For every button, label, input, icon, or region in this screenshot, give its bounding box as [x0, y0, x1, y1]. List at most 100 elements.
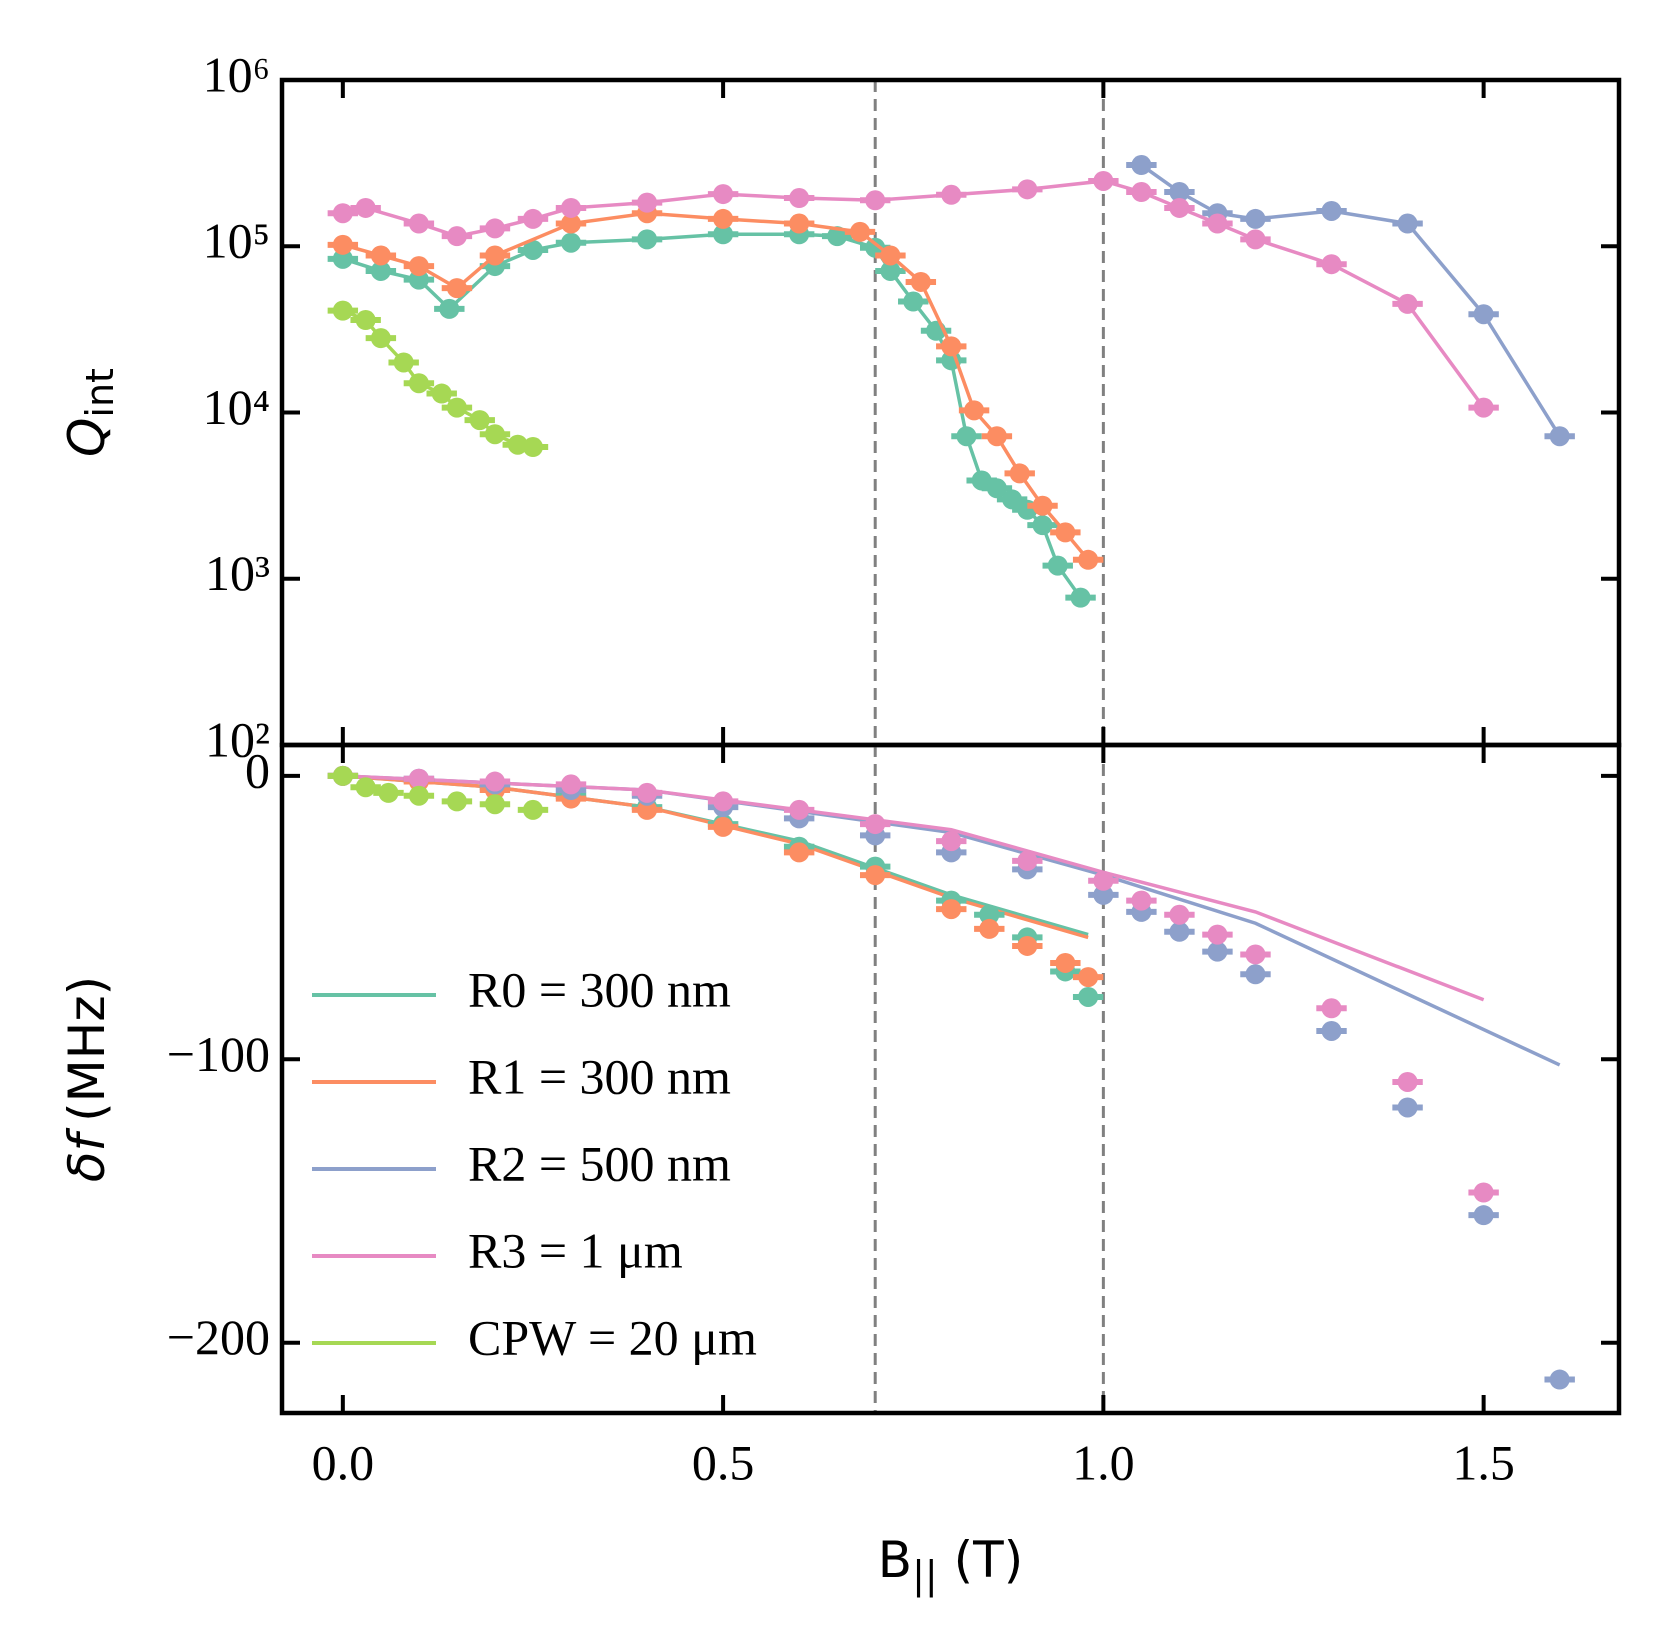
data-point — [964, 400, 985, 421]
data-point — [332, 234, 353, 255]
data-point — [637, 782, 658, 803]
data-point — [941, 336, 962, 357]
series-line — [342, 309, 534, 449]
data-point — [431, 383, 452, 404]
data-point — [979, 904, 1000, 925]
data-point — [393, 352, 414, 373]
data-point — [713, 224, 734, 245]
data-point — [1321, 200, 1342, 221]
data-point — [789, 842, 810, 863]
data-point — [332, 765, 353, 786]
data-point — [560, 232, 581, 253]
data-point — [880, 245, 901, 266]
data-point — [355, 197, 376, 218]
data-point — [1321, 254, 1342, 275]
data-point — [560, 197, 581, 218]
data-point — [1397, 213, 1418, 234]
data-point — [1009, 463, 1030, 484]
data-point — [941, 899, 962, 920]
data-point — [522, 208, 543, 229]
data-point — [1245, 944, 1266, 965]
x-tick-label: 0.5 — [692, 1434, 755, 1490]
x-tick-label: 1.5 — [1452, 1434, 1515, 1490]
data-point — [1131, 181, 1152, 202]
data-point — [446, 791, 467, 812]
data-point — [1473, 397, 1494, 418]
data-point — [865, 865, 886, 886]
data-point — [865, 814, 886, 835]
y-tick-label: 10⁶ — [203, 46, 270, 102]
y-tick-label: 0 — [245, 742, 270, 798]
data-point — [1017, 935, 1038, 956]
y-axis-label: Qint — [58, 368, 122, 457]
data-point — [789, 188, 810, 209]
axes-frame — [279, 742, 1622, 1416]
y-label-symbol: δf — [58, 1128, 116, 1183]
fit-line — [342, 774, 1561, 1067]
data-point — [1169, 181, 1190, 202]
data-point — [1397, 293, 1418, 314]
data-point — [1032, 495, 1053, 516]
legend-label: R0 = 300 nm — [468, 961, 731, 1017]
data-point — [408, 213, 429, 234]
data-point — [637, 192, 658, 213]
data-point — [370, 245, 391, 266]
data-point — [1207, 924, 1228, 945]
data-point — [446, 226, 467, 247]
x-axis-label: B|| (T) — [878, 1531, 1023, 1598]
data-point — [880, 260, 901, 281]
data-point — [1055, 952, 1076, 973]
data-point — [941, 831, 962, 852]
series-line — [1140, 163, 1562, 438]
data-point — [1245, 964, 1266, 985]
data-point — [713, 816, 734, 837]
data-point — [1473, 1182, 1494, 1203]
legend-label: R3 = 1 μm — [468, 1222, 683, 1278]
y-label-symbol: Q — [58, 418, 116, 457]
data-point — [1245, 229, 1266, 250]
data-point — [903, 291, 924, 312]
y-label-subscript: int — [78, 368, 122, 418]
data-point — [370, 328, 391, 349]
data-point — [849, 221, 870, 242]
data-point — [1207, 941, 1228, 962]
data-point — [789, 213, 810, 234]
data-point — [1207, 213, 1228, 234]
data-point — [355, 310, 376, 331]
data-point — [1473, 304, 1494, 325]
data-point — [1169, 197, 1190, 218]
data-point — [1017, 850, 1038, 871]
data-point — [1473, 1205, 1494, 1226]
x-label-subscript: || — [912, 1553, 938, 1598]
data-point — [332, 203, 353, 224]
data-point — [979, 918, 1000, 939]
legend-label: CPW = 20 μm — [468, 1309, 757, 1365]
data-point — [522, 799, 543, 820]
x-label-symbol: B — [878, 1531, 912, 1589]
x-label-unit: (T) — [954, 1531, 1024, 1589]
x-tick-label: 1.0 — [1072, 1434, 1135, 1490]
data-point — [408, 768, 429, 789]
data-point — [986, 478, 1007, 499]
data-point — [332, 248, 353, 269]
data-point — [1047, 555, 1068, 576]
data-point — [1549, 426, 1570, 447]
data-point — [1093, 870, 1114, 891]
data-point — [1093, 170, 1114, 191]
data-point — [1093, 884, 1114, 905]
data-point — [408, 256, 429, 277]
y-label-unit: (MHz) — [58, 976, 116, 1122]
data-point — [522, 437, 543, 458]
data-point — [1169, 921, 1190, 942]
data-point — [1070, 587, 1091, 608]
data-point — [1321, 1020, 1342, 1041]
data-point — [1245, 208, 1266, 229]
data-point — [986, 426, 1007, 447]
data-point — [713, 184, 734, 205]
y-tick-label: −100 — [167, 1026, 270, 1082]
data-point — [956, 426, 977, 447]
data-point — [1078, 549, 1099, 570]
data-point — [1397, 1071, 1418, 1092]
data-point — [1131, 890, 1152, 911]
